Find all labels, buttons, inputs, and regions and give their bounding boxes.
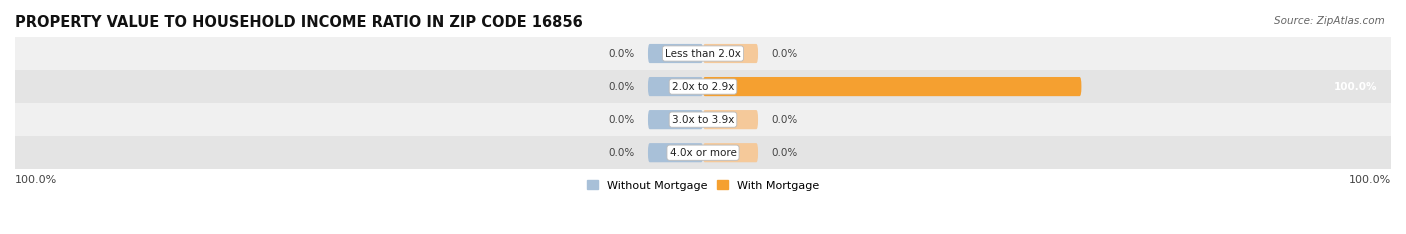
- FancyBboxPatch shape: [703, 110, 758, 129]
- FancyBboxPatch shape: [648, 143, 703, 162]
- Text: 0.0%: 0.0%: [607, 82, 634, 91]
- Legend: Without Mortgage, With Mortgage: Without Mortgage, With Mortgage: [582, 176, 824, 195]
- Text: 4.0x or more: 4.0x or more: [669, 148, 737, 158]
- FancyBboxPatch shape: [703, 77, 1081, 96]
- Text: 100.0%: 100.0%: [1348, 175, 1391, 185]
- Text: 0.0%: 0.0%: [772, 148, 799, 158]
- FancyBboxPatch shape: [648, 110, 703, 129]
- Bar: [15, 136, 1391, 169]
- Text: 0.0%: 0.0%: [607, 148, 634, 158]
- Text: Less than 2.0x: Less than 2.0x: [665, 48, 741, 58]
- Text: PROPERTY VALUE TO HOUSEHOLD INCOME RATIO IN ZIP CODE 16856: PROPERTY VALUE TO HOUSEHOLD INCOME RATIO…: [15, 15, 582, 30]
- Text: 3.0x to 3.9x: 3.0x to 3.9x: [672, 115, 734, 125]
- FancyBboxPatch shape: [648, 44, 703, 63]
- FancyBboxPatch shape: [703, 44, 758, 63]
- Text: 0.0%: 0.0%: [607, 48, 634, 58]
- Text: 0.0%: 0.0%: [772, 48, 799, 58]
- Text: 0.0%: 0.0%: [772, 115, 799, 125]
- FancyBboxPatch shape: [703, 143, 758, 162]
- Bar: [15, 37, 1391, 70]
- Text: 100.0%: 100.0%: [1334, 82, 1378, 91]
- FancyBboxPatch shape: [648, 77, 703, 96]
- Text: Source: ZipAtlas.com: Source: ZipAtlas.com: [1274, 16, 1385, 26]
- Text: 2.0x to 2.9x: 2.0x to 2.9x: [672, 82, 734, 91]
- Text: 0.0%: 0.0%: [607, 115, 634, 125]
- Text: 100.0%: 100.0%: [15, 175, 58, 185]
- Bar: [15, 103, 1391, 136]
- Bar: [15, 70, 1391, 103]
